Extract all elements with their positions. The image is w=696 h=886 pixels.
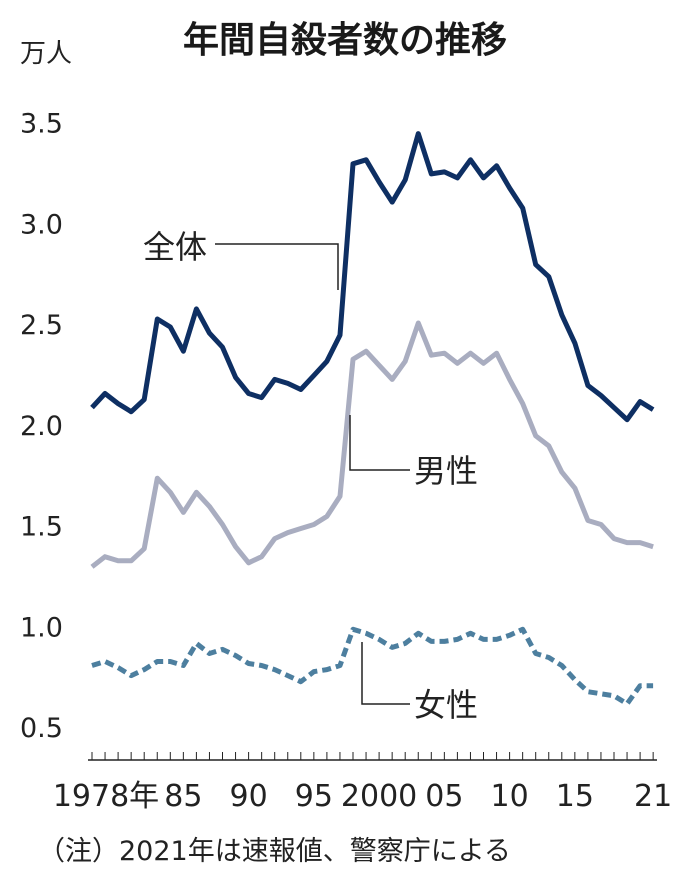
y-axis-unit: 万人	[20, 39, 72, 69]
x-tick-label: 10	[491, 779, 529, 814]
y-tick-label: 1.5	[20, 512, 63, 543]
x-tick-label: 85	[164, 779, 202, 814]
x-tick-label: 1978年	[53, 779, 159, 814]
y-tick-label: 3.0	[20, 209, 63, 240]
chart-title: 年間自殺者数の推移	[183, 20, 507, 61]
series-label: 全体	[143, 228, 207, 266]
series-leader-line	[361, 642, 410, 705]
series-leader-line	[349, 415, 410, 471]
footnote: （注）2021年は速報値、警察庁による	[38, 836, 511, 867]
series-line-1	[90, 320, 654, 569]
y-tick-label: 1.0	[20, 612, 63, 643]
x-tick-label: 05	[425, 779, 463, 814]
series-line-0	[90, 131, 655, 423]
x-tick-label: 95	[295, 779, 333, 814]
x-tick-label: 90	[230, 779, 268, 814]
y-tick-label: 2.0	[20, 411, 63, 442]
series-leader-line	[215, 243, 339, 290]
series-label: 女性	[414, 686, 478, 724]
y-tick-label: 3.5	[20, 109, 63, 140]
series-line-2	[91, 626, 654, 707]
x-tick-label: 15	[556, 779, 594, 814]
x-tick-label: 2000	[341, 779, 417, 814]
x-tick-label: 21	[634, 779, 672, 814]
y-tick-label: 0.5	[20, 713, 63, 744]
series-label: 男性	[414, 452, 478, 490]
y-tick-label: 2.5	[20, 310, 63, 341]
